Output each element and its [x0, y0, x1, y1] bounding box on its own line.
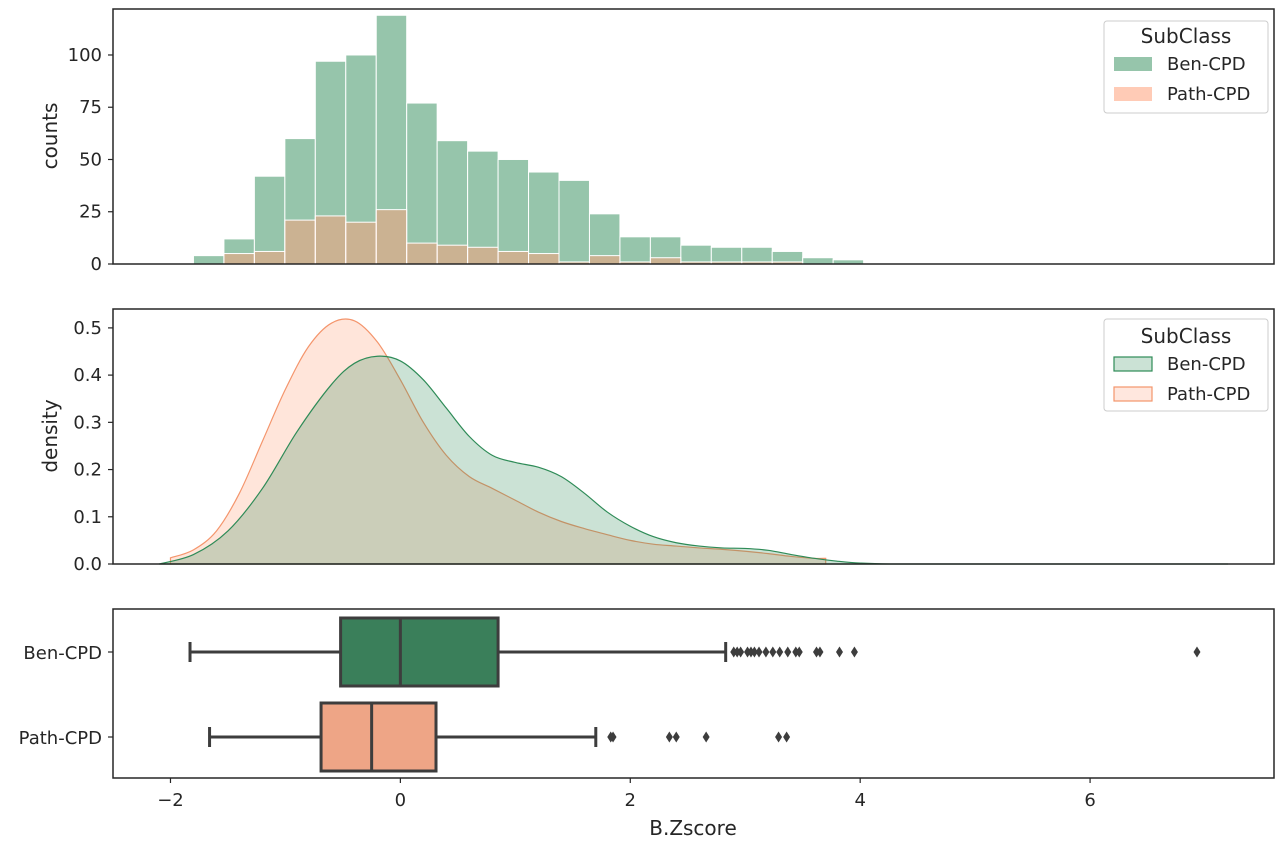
boxplot-category-label-path-cpd: Path-CPD — [19, 728, 102, 749]
histogram-bar-ben-cpd-20 — [802, 257, 834, 265]
kde-legend-box — [1103, 318, 1269, 412]
histogram-legend-swatch-ben-cpd — [1114, 57, 1152, 71]
histogram-bar-path-cpd-14 — [649, 257, 682, 265]
kde-y-tick-label: 0.4 — [73, 365, 102, 386]
boxplot-x-tick-label: 4 — [854, 790, 865, 811]
histogram-y-tick-label: 25 — [79, 202, 102, 223]
kde-panel: 0.0 0.1 0.2 0.3 0.4 0.5 density SubClass Ben-… — [38, 308, 1275, 575]
histogram-y-ticks: 0 25 50 75 100 — [68, 45, 113, 275]
box-outlier-ben-cpd-8 — [769, 646, 777, 658]
box-outlier-ben-cpd-6 — [755, 646, 763, 658]
box-outlier-path-cpd-6 — [783, 731, 791, 743]
box-outlier-path-cpd-4 — [702, 731, 710, 743]
histogram-y-tick-label: 75 — [79, 97, 102, 118]
kde-axes-frame — [112, 308, 1275, 565]
histogram-y-tick-label: 0 — [91, 254, 102, 275]
boxplot-category-label-ben-cpd: Ben-CPD — [23, 643, 102, 664]
kde-legend-title: SubClass — [1141, 324, 1232, 348]
histogram-axes-frame — [112, 8, 1275, 265]
boxplot-marks — [188, 616, 1201, 773]
histogram-bar-ben-cpd-10 — [497, 158, 530, 265]
histogram-bar-path-cpd-12 — [588, 255, 621, 265]
box-outlier-ben-cpd-5 — [750, 646, 758, 658]
kde-legend-label-path-cpd: Path-CPD — [1167, 384, 1250, 405]
boxplot-panel: Ben-CPD Path-CPD −2 0 2 4 6 B.Zscore — [19, 608, 1275, 840]
histogram-bar-ben-cpd-12 — [558, 179, 590, 265]
kde-legend-swatch-path-cpd — [1113, 386, 1153, 402]
histogram-bar-ben-cpd-9 — [467, 150, 499, 265]
box-outlier-ben-cpd-16 — [850, 646, 858, 658]
kde-y-tick-label: 0.2 — [73, 460, 102, 481]
histogram-bar-path-cpd-4 — [345, 221, 377, 265]
histogram-bar-ben-cpd-16 — [680, 244, 712, 265]
histogram-legend-title: SubClass — [1141, 24, 1232, 48]
kde-y-tick-label: 0.5 — [73, 318, 102, 339]
histogram-bar-path-cpd-2 — [284, 219, 316, 265]
histogram-y-axis-label: counts — [38, 103, 62, 170]
kde-legend-label-ben-cpd: Ben-CPD — [1167, 354, 1246, 375]
box-outlier-ben-cpd-9 — [776, 646, 784, 658]
kde-legend-swatch-ben-cpd — [1113, 356, 1153, 372]
kde-y-tick-label: 0.0 — [73, 554, 102, 575]
boxplot-axes-frame — [112, 608, 1275, 779]
box-outlier-path-cpd-1 — [609, 731, 617, 743]
box-outlier-ben-cpd-14 — [816, 646, 824, 658]
histogram-bar-ben-cpd-14 — [619, 236, 651, 265]
box-outlier-ben-cpd-15 — [835, 646, 843, 658]
kde-y-axis-label: density — [38, 399, 62, 472]
histogram-bar-ben-cpd-0 — [192, 255, 225, 265]
boxplot-x-tick-label: −2 — [157, 790, 184, 811]
box-outlier-ben-cpd-2 — [737, 646, 745, 658]
box-iqr-ben-cpd — [339, 616, 500, 688]
boxplot-category-labels: Ben-CPD Path-CPD — [19, 643, 113, 749]
histogram-y-tick-label: 50 — [79, 149, 102, 170]
histogram-bar-ben-cpd-2 — [253, 175, 286, 265]
box-iqr-path-cpd — [319, 701, 438, 773]
histogram-bar-ben-cpd-7 — [406, 102, 438, 265]
histogram-bar-path-cpd-0 — [223, 253, 255, 265]
boxplot-x-tick-label: 0 — [395, 790, 406, 811]
box-outlier-ben-cpd-12 — [795, 646, 803, 658]
histogram-bar-ben-cpd-8 — [436, 140, 469, 265]
kde-y-ticks: 0.0 0.1 0.2 0.3 0.4 0.5 — [73, 318, 113, 575]
histogram-bar-path-cpd-10 — [528, 253, 560, 265]
boxplot-x-axis-label: B.Zscore — [649, 816, 737, 840]
kde-area-path-cpd — [169, 318, 827, 565]
boxplot-x-tick-label: 6 — [1084, 790, 1095, 811]
histogram-legend-label-ben-cpd: Ben-CPD — [1167, 54, 1246, 75]
box-outlier-ben-cpd-17 — [1193, 646, 1201, 658]
histogram-bar-path-cpd-6 — [406, 242, 438, 265]
histogram-bar-path-cpd-7 — [436, 244, 469, 265]
histogram-bar-path-cpd-9 — [497, 250, 530, 265]
box-outlier-path-cpd-2 — [665, 731, 673, 743]
histogram-legend: SubClass Ben-CPD Path-CPD — [1103, 20, 1269, 114]
box-outlier-ben-cpd-7 — [762, 646, 770, 658]
histogram-bar-path-cpd-3 — [314, 215, 347, 265]
histogram-y-tick-label: 100 — [68, 45, 102, 66]
histogram-bar-path-cpd-8 — [467, 246, 499, 265]
box-outlier-ben-cpd-10 — [784, 646, 792, 658]
histogram-bar-ben-cpd-11 — [528, 171, 560, 265]
kde-area-ben-cpd — [158, 355, 1229, 565]
kde-y-tick-label: 0.3 — [73, 412, 102, 433]
histogram-legend-label-path-cpd: Path-CPD — [1167, 84, 1250, 105]
histogram-bar-path-cpd-1 — [253, 250, 286, 265]
histogram-legend-swatch-path-cpd — [1114, 87, 1152, 101]
kde-legend: SubClass Ben-CPD Path-CPD — [1103, 318, 1269, 412]
kde-y-tick-label: 0.1 — [73, 507, 102, 528]
box-outlier-path-cpd-5 — [775, 731, 783, 743]
boxplot-x-tick-label: 2 — [625, 790, 636, 811]
histogram-bar-path-cpd-5 — [375, 209, 408, 265]
box-outlier-path-cpd-3 — [672, 731, 680, 743]
boxplot-x-ticks: −2 0 2 4 6 — [157, 778, 1096, 811]
histogram-panel: 0 25 50 75 100 counts SubClass Ben-CPD Path-… — [38, 8, 1275, 275]
